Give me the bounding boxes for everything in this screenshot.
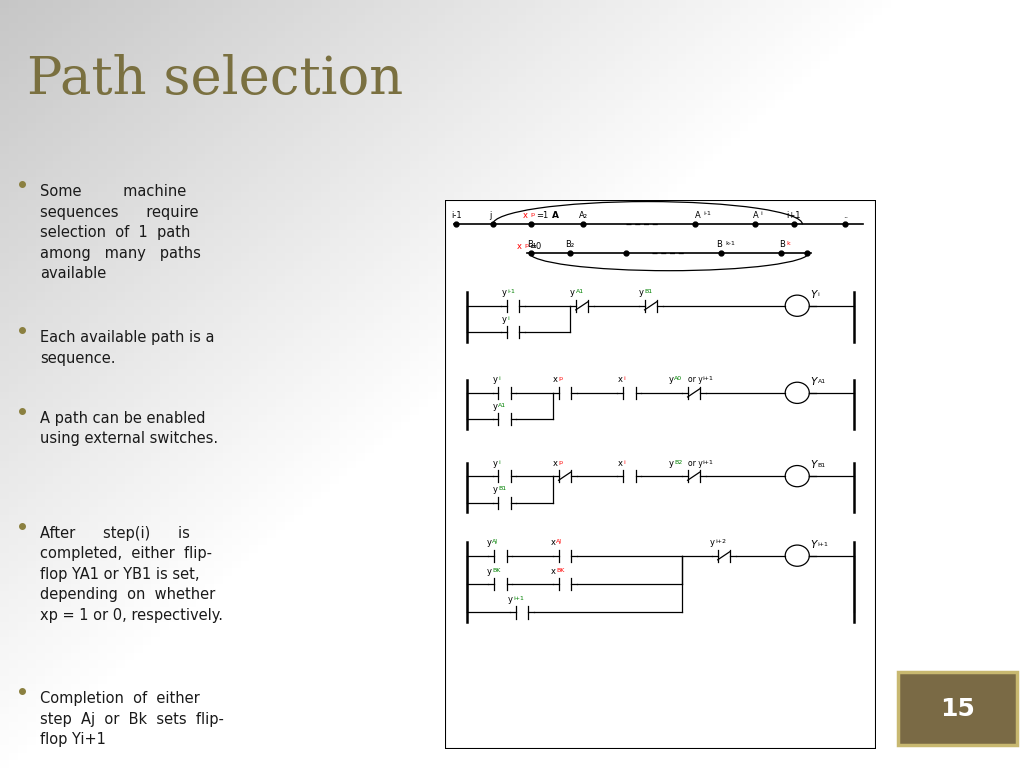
Text: x: x — [617, 376, 623, 385]
Text: AJ: AJ — [492, 539, 498, 545]
Text: p: p — [558, 460, 562, 465]
Text: =1: =1 — [536, 210, 548, 220]
Text: Y: Y — [810, 461, 816, 471]
Text: i: i — [507, 316, 509, 321]
Text: y: y — [493, 485, 498, 495]
Text: A path can be enabled
using external switches.: A path can be enabled using external swi… — [40, 411, 218, 446]
Text: =0: =0 — [529, 242, 542, 251]
Text: y: y — [493, 402, 498, 411]
Text: Each available path is a
sequence.: Each available path is a sequence. — [40, 330, 215, 366]
Text: x: x — [553, 458, 558, 468]
Text: x: x — [522, 210, 527, 220]
Text: y: y — [493, 376, 498, 385]
Text: i+1: i+1 — [513, 596, 524, 601]
Text: i+2: i+2 — [716, 539, 727, 545]
Text: Chapter 7: RLL Design and
Sequencing System - IE337: Chapter 7: RLL Design and Sequencing Sys… — [940, 342, 975, 503]
Text: Path selection: Path selection — [27, 54, 403, 104]
Text: p: p — [524, 243, 528, 248]
Text: y: y — [508, 595, 513, 604]
Text: i+1: i+1 — [817, 542, 828, 548]
Text: x: x — [553, 376, 558, 385]
Text: x: x — [617, 458, 623, 468]
Text: A1: A1 — [817, 379, 825, 385]
Text: y: y — [486, 567, 492, 576]
Text: B1: B1 — [498, 486, 506, 492]
Text: B₁: B₁ — [526, 240, 537, 249]
Text: A: A — [753, 210, 759, 220]
FancyBboxPatch shape — [897, 672, 1018, 745]
Text: i+1: i+1 — [702, 460, 714, 465]
Text: y: y — [570, 289, 575, 297]
Text: y: y — [486, 538, 492, 548]
Text: Some         machine
sequences      require
selection  of  1  path
among   many : Some machine sequences require selection… — [40, 184, 201, 281]
Text: B: B — [717, 240, 722, 249]
Text: k-1: k-1 — [726, 241, 735, 246]
Text: x: x — [551, 567, 556, 576]
Text: B1: B1 — [644, 290, 652, 294]
Text: or y: or y — [688, 376, 703, 385]
Text: Y: Y — [810, 290, 816, 300]
Text: A1: A1 — [575, 290, 584, 294]
Text: i: i — [623, 460, 625, 465]
Text: A: A — [695, 210, 700, 220]
Text: i: i — [817, 293, 819, 297]
Text: B1: B1 — [817, 463, 825, 468]
Text: ..: .. — [843, 210, 848, 220]
Text: i+1: i+1 — [786, 210, 801, 220]
Text: i: i — [623, 376, 625, 382]
Text: x: x — [551, 538, 556, 548]
Text: k: k — [786, 241, 790, 246]
Text: After      step(i)      is
completed,  either  flip-
flop YA1 or YB1 is set,
dep: After step(i) is completed, either flip-… — [40, 526, 223, 623]
Text: i-1: i-1 — [507, 290, 515, 294]
Text: y: y — [669, 376, 674, 385]
Text: y: y — [493, 458, 498, 468]
Text: i: i — [760, 211, 762, 216]
Text: Y: Y — [810, 540, 816, 550]
Text: A: A — [552, 210, 559, 220]
Text: A₂: A₂ — [579, 210, 588, 220]
Text: y: y — [502, 315, 506, 324]
Text: Y: Y — [810, 377, 816, 387]
Text: AJ: AJ — [556, 539, 562, 545]
Text: BK: BK — [492, 568, 501, 573]
Text: B: B — [778, 240, 784, 249]
Text: Completion  of  either
step  Aj  or  Bk  sets  flip-
flop Yi+1: Completion of either step Aj or Bk sets … — [40, 691, 224, 747]
Text: y: y — [710, 538, 715, 548]
Text: i-1: i-1 — [451, 210, 462, 220]
Text: i: i — [498, 460, 500, 465]
Text: or y: or y — [688, 458, 703, 468]
Text: p: p — [558, 376, 562, 382]
Text: x: x — [517, 242, 522, 251]
Text: BK: BK — [556, 568, 565, 573]
Text: i-1: i-1 — [703, 211, 712, 216]
Text: j: j — [489, 210, 492, 220]
Text: p: p — [530, 213, 535, 217]
Text: B2: B2 — [674, 460, 682, 465]
Text: B₂: B₂ — [565, 240, 574, 249]
Text: i: i — [498, 376, 500, 382]
Text: y: y — [639, 289, 644, 297]
Text: 15: 15 — [940, 697, 975, 721]
Text: y: y — [502, 289, 506, 297]
Text: i+1: i+1 — [702, 376, 714, 382]
Text: A0: A0 — [674, 376, 682, 382]
Text: y: y — [669, 458, 674, 468]
Text: A1: A1 — [498, 403, 506, 408]
